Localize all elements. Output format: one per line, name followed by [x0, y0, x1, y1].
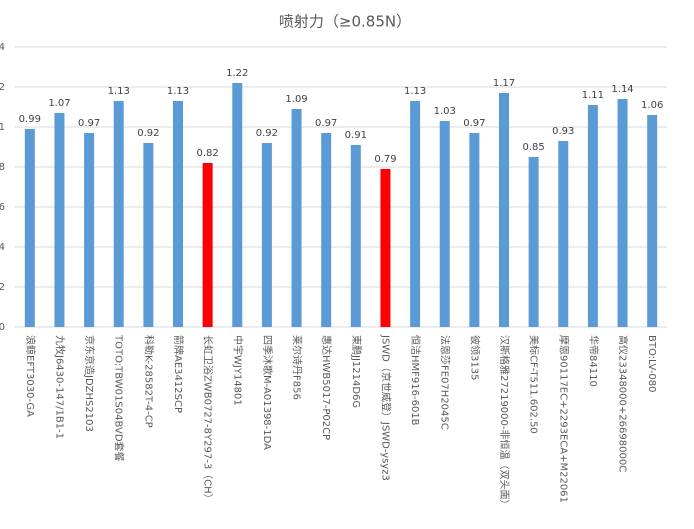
- data-label: 1.03: [434, 106, 456, 117]
- x-tick-label: 法恩莎FE07H2045C: [439, 335, 452, 430]
- data-label: 0.97: [315, 118, 337, 129]
- data-label: 1.06: [641, 100, 663, 111]
- x-tick-label: 恒洁HMF916-601B: [409, 335, 422, 426]
- data-label: 0.85: [523, 142, 545, 153]
- x-tick-label: 美标CF-T511.602.50: [528, 335, 541, 434]
- x-tick-label: JSWD（京世威登）JSWD-ysyz3: [379, 334, 392, 481]
- bar: [469, 133, 480, 327]
- x-tick-label: 摩恩90117EC+2293ECA+M22061: [557, 335, 570, 503]
- bar: [617, 99, 628, 327]
- bar: [113, 101, 124, 327]
- data-label: 0.79: [374, 154, 396, 165]
- bar: [587, 105, 598, 327]
- y-tick-label: 1.2: [0, 82, 5, 93]
- y-tick-label: 0.8: [0, 162, 5, 173]
- x-tick-label: 惠达HWB5017-P02CP: [320, 335, 333, 440]
- x-tick-label: 京东京造JDZHS2103: [83, 335, 96, 432]
- y-tick-label: 0.6: [0, 202, 5, 213]
- x-tick-label: 长虹卫浴ZWB0727-8Y297-3（CH）: [202, 335, 214, 504]
- data-label: 1.07: [48, 98, 70, 109]
- x-tick-label: 彼领3135: [468, 335, 481, 380]
- bar: [350, 145, 361, 327]
- bar: [647, 115, 658, 327]
- bar: [499, 93, 509, 327]
- data-label: 1.09: [285, 94, 307, 105]
- y-tick-label: 1: [0, 122, 5, 133]
- data-label: 0.99: [19, 114, 41, 125]
- y-tick-label: 0.4: [0, 242, 5, 253]
- bar: [173, 101, 183, 327]
- bar: [202, 163, 213, 327]
- data-label: 1.17: [493, 78, 515, 89]
- data-label: 0.92: [137, 128, 159, 139]
- bar: [380, 169, 391, 327]
- data-label: 1.22: [226, 68, 248, 79]
- x-tick-label: 科勒K-28582T-4-CP: [142, 335, 155, 428]
- x-tick-label: 東鹏JJ1214D6G: [350, 335, 363, 408]
- bar: [558, 141, 569, 327]
- bar: [291, 109, 302, 327]
- x-tick-label: 华帝84110: [587, 335, 600, 387]
- y-tick-label: 0: [0, 322, 5, 333]
- bar: [232, 83, 243, 327]
- y-tick-label: 0.2: [0, 282, 5, 293]
- bar: [54, 113, 65, 327]
- data-label: 0.82: [197, 148, 219, 159]
- data-label: 1.13: [167, 86, 189, 97]
- x-tick-label: 中宇WJY14801: [231, 335, 244, 406]
- x-tick-label: 汉斯格雅27219000-非恒温（双头面）: [498, 335, 511, 510]
- data-label: 0.92: [256, 128, 278, 139]
- data-label: 0.97: [78, 118, 100, 129]
- y-tick-label: 1.4: [0, 42, 5, 53]
- data-label: 0.93: [552, 126, 574, 137]
- data-label: 1.11: [582, 90, 604, 101]
- data-label: 1.13: [108, 86, 130, 97]
- bar: [410, 101, 421, 327]
- data-label: 0.97: [463, 118, 485, 129]
- bar: [143, 143, 154, 327]
- bar: [84, 133, 95, 327]
- x-tick-label: 浪鲸EFT3030-GA: [24, 335, 37, 417]
- x-tick-label: 高仪23348000+26698000C: [617, 335, 630, 472]
- x-tick-label: 四季沐歌M-A01398-1DA: [261, 335, 274, 450]
- bar: [528, 157, 539, 327]
- data-label: 1.14: [611, 84, 633, 95]
- data-label: 1.13: [404, 86, 426, 97]
- bar: [261, 143, 272, 327]
- bar: [439, 121, 450, 327]
- x-tick-label: BTO:LV-080: [646, 335, 657, 392]
- x-tick-label: 箭牌AE3412SCP: [172, 335, 185, 413]
- chart-title: 喷射力（≥0.85N）: [279, 13, 411, 31]
- x-tick-label: 莱尔诗丹F856: [291, 335, 304, 400]
- bar: [24, 129, 35, 327]
- x-tick-label: TOTO:TBW01S04BVD套餐: [113, 334, 126, 462]
- x-tick-label: 九牧J6430-147/1B1-1: [53, 335, 66, 439]
- bar: [321, 133, 332, 327]
- data-label: 0.91: [345, 130, 367, 141]
